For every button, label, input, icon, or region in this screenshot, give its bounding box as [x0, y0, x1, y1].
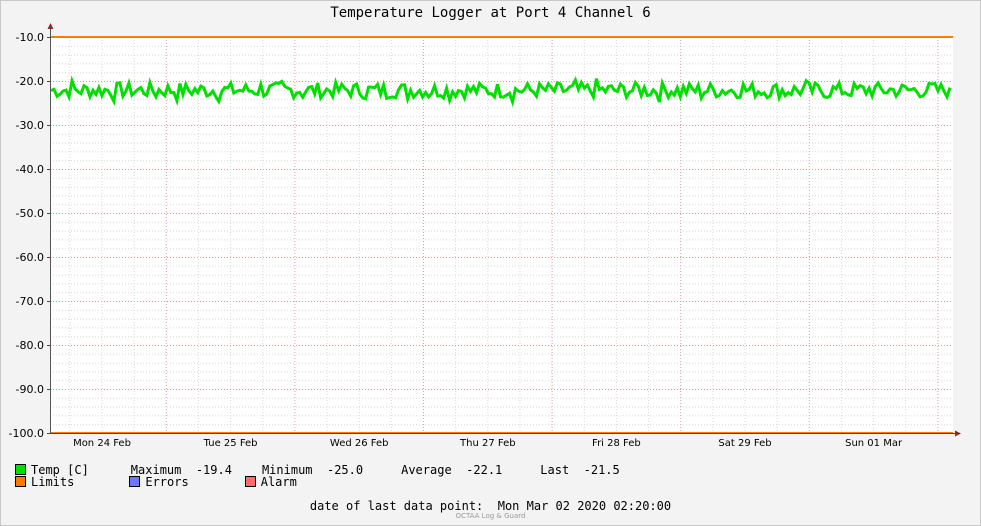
chart-title: Temperature Logger at Port 4 Channel 6: [330, 5, 651, 21]
y-tick-label: -10.0: [16, 31, 44, 44]
temp-swatch: [15, 464, 26, 475]
x-tick-label: Thu 27 Feb: [459, 438, 516, 449]
y-tick-label: -100.0: [9, 427, 44, 440]
credit-watermark: OCTAA Log & Guard: [455, 512, 526, 520]
legend-temp: Temp [C]: [31, 463, 89, 477]
y-tick-label: -50.0: [16, 207, 44, 220]
alarm-swatch: [244, 476, 256, 487]
axes: [47, 23, 961, 437]
legend-last-label: Last: [540, 463, 570, 477]
y-tick-label: -20.0: [16, 75, 44, 88]
y-tick-label: -90.0: [16, 383, 44, 396]
grid: [50, 37, 953, 433]
y-tick-labels: -10.0 -20.0 -30.0 -40.0 -50.0 -60.0 -70.0 -80.0…: [9, 31, 44, 440]
legend-limits: Limits: [31, 475, 75, 489]
x-tick-label: Wed 26 Feb: [330, 438, 389, 449]
legend-errors: Errors: [145, 475, 189, 489]
series-line: [50, 75, 952, 108]
legend-alarm: Alarm: [260, 475, 297, 489]
x-tick-label: Sat 29 Feb: [718, 438, 771, 449]
x-tick-label: Fri 28 Feb: [592, 438, 641, 449]
last-point-value: Mon Mar 02 2020 02:20:00: [497, 499, 672, 513]
x-axis-arrow: [955, 430, 961, 437]
y-tick-label: -60.0: [16, 251, 44, 264]
y-tick-label: -70.0: [16, 295, 44, 308]
x-tick-labels: Mon 24 Feb Tue 25 Feb Wed 26 Feb Thu 27 Feb…: [73, 438, 903, 449]
series-temp: [50, 75, 952, 108]
legend-max-value: -19.4: [195, 463, 232, 477]
legend-last-value: -21.5: [583, 463, 620, 477]
legend-min-value: -25.0: [326, 463, 364, 477]
legend-row-1: Temp [C] Maximum -19.4 Minimum -25.0 Averag…: [15, 463, 620, 477]
x-tick-label: Mon 24 Feb: [73, 438, 131, 449]
y-axis-arrow: [47, 23, 54, 29]
legend-avg-value: -22.1: [466, 463, 503, 477]
x-tick-label: Tue 25 Feb: [203, 438, 258, 449]
legend-row-2: Limits Errors Alarm: [15, 475, 297, 489]
x-tick-label: Sun 01 Mar: [845, 438, 903, 449]
legend-max-label: Maximum: [130, 463, 182, 477]
plot-background: [50, 37, 953, 433]
legend-avg-label: Average: [401, 463, 452, 477]
last-data-point: date of last data point: Mon Mar 02 2020…: [0, 499, 981, 513]
y-tick-label: -40.0: [16, 163, 44, 176]
errors-swatch: [129, 476, 141, 487]
y-tick-label: -30.0: [16, 119, 44, 132]
legend-min-label: Minimum: [261, 463, 313, 477]
y-tick-label: -80.0: [16, 339, 44, 352]
limits-swatch: [15, 476, 26, 487]
last-point-label: date of last data point:: [309, 499, 484, 513]
